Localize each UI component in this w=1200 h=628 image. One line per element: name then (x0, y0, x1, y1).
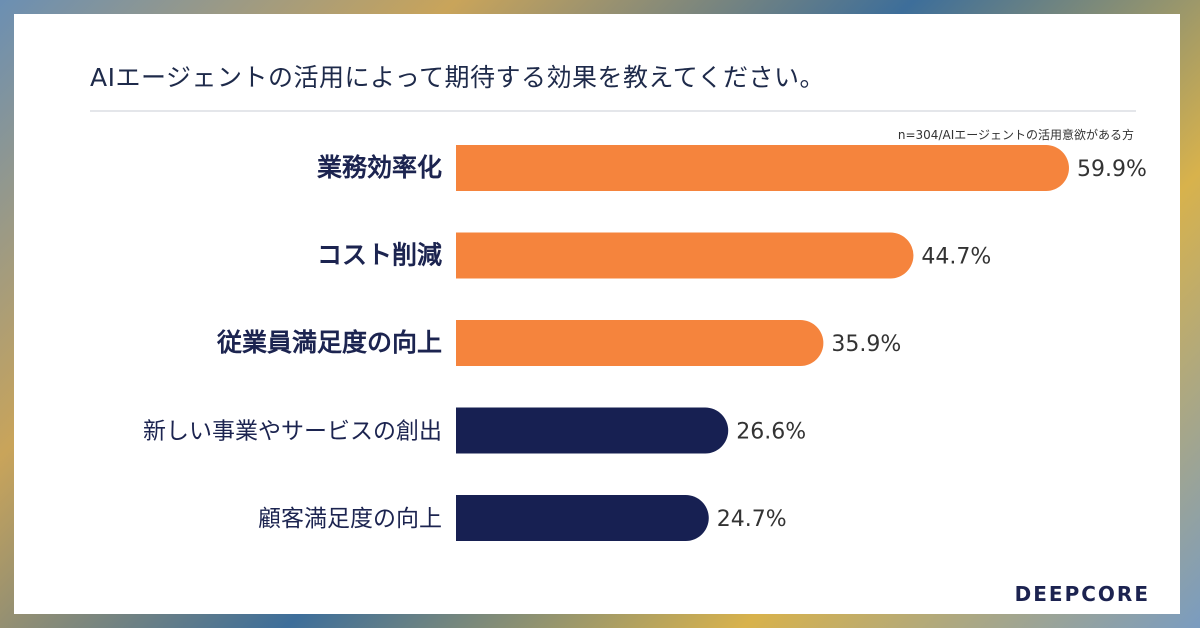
category-label: 新しい事業やサービスの創出 (143, 419, 442, 445)
sample-note: n=304/AIエージェントの活用意欲がある方 (897, 128, 1134, 142)
category-label: 顧客満足度の向上 (258, 506, 442, 532)
chart-title: AIエージェントの活用によって期待する効果を教えてください。 (90, 63, 825, 92)
category-label: コスト削減 (317, 241, 442, 270)
category-label: 業務効率化 (317, 153, 442, 182)
value-label: 24.7% (717, 507, 787, 532)
value-label: 26.6% (736, 420, 806, 445)
value-label: 59.9% (1077, 157, 1147, 182)
value-label: 44.7% (921, 245, 991, 270)
brand-logo: DEEPCORE (1014, 582, 1150, 606)
bar (456, 407, 729, 454)
value-label: 35.9% (831, 332, 901, 357)
bar (456, 232, 914, 279)
category-label: 従業員満足度の向上 (216, 328, 442, 357)
bar (456, 320, 824, 366)
bar (456, 145, 1069, 191)
title-divider (90, 110, 1136, 112)
bar-chart: 業務効率化 59.9% コスト削減 44.7% 従業員満足度の向上 35.9% 新しい事業や… (143, 145, 1147, 541)
bar (456, 495, 709, 541)
chart-card: AIエージェントの活用によって期待する効果を教えてください。 n=304/AIエ… (14, 14, 1180, 614)
